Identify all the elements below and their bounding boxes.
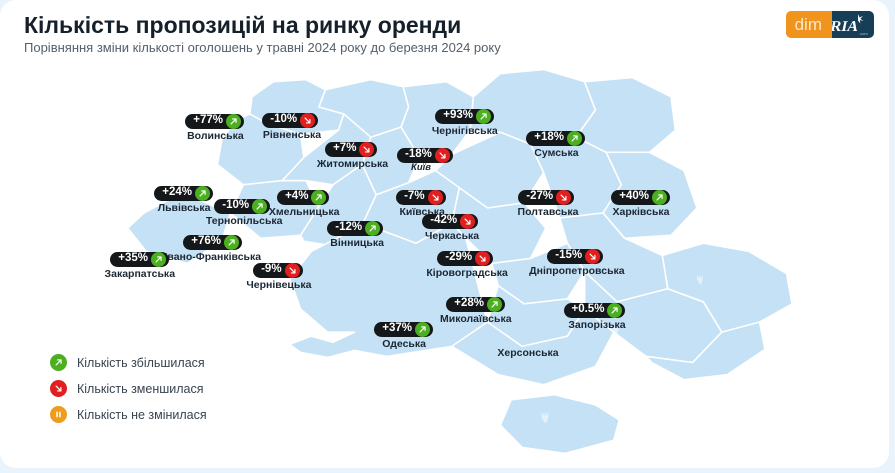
svg-text:RIA: RIA (832, 18, 860, 35)
svg-text:.com: .com (859, 31, 868, 36)
